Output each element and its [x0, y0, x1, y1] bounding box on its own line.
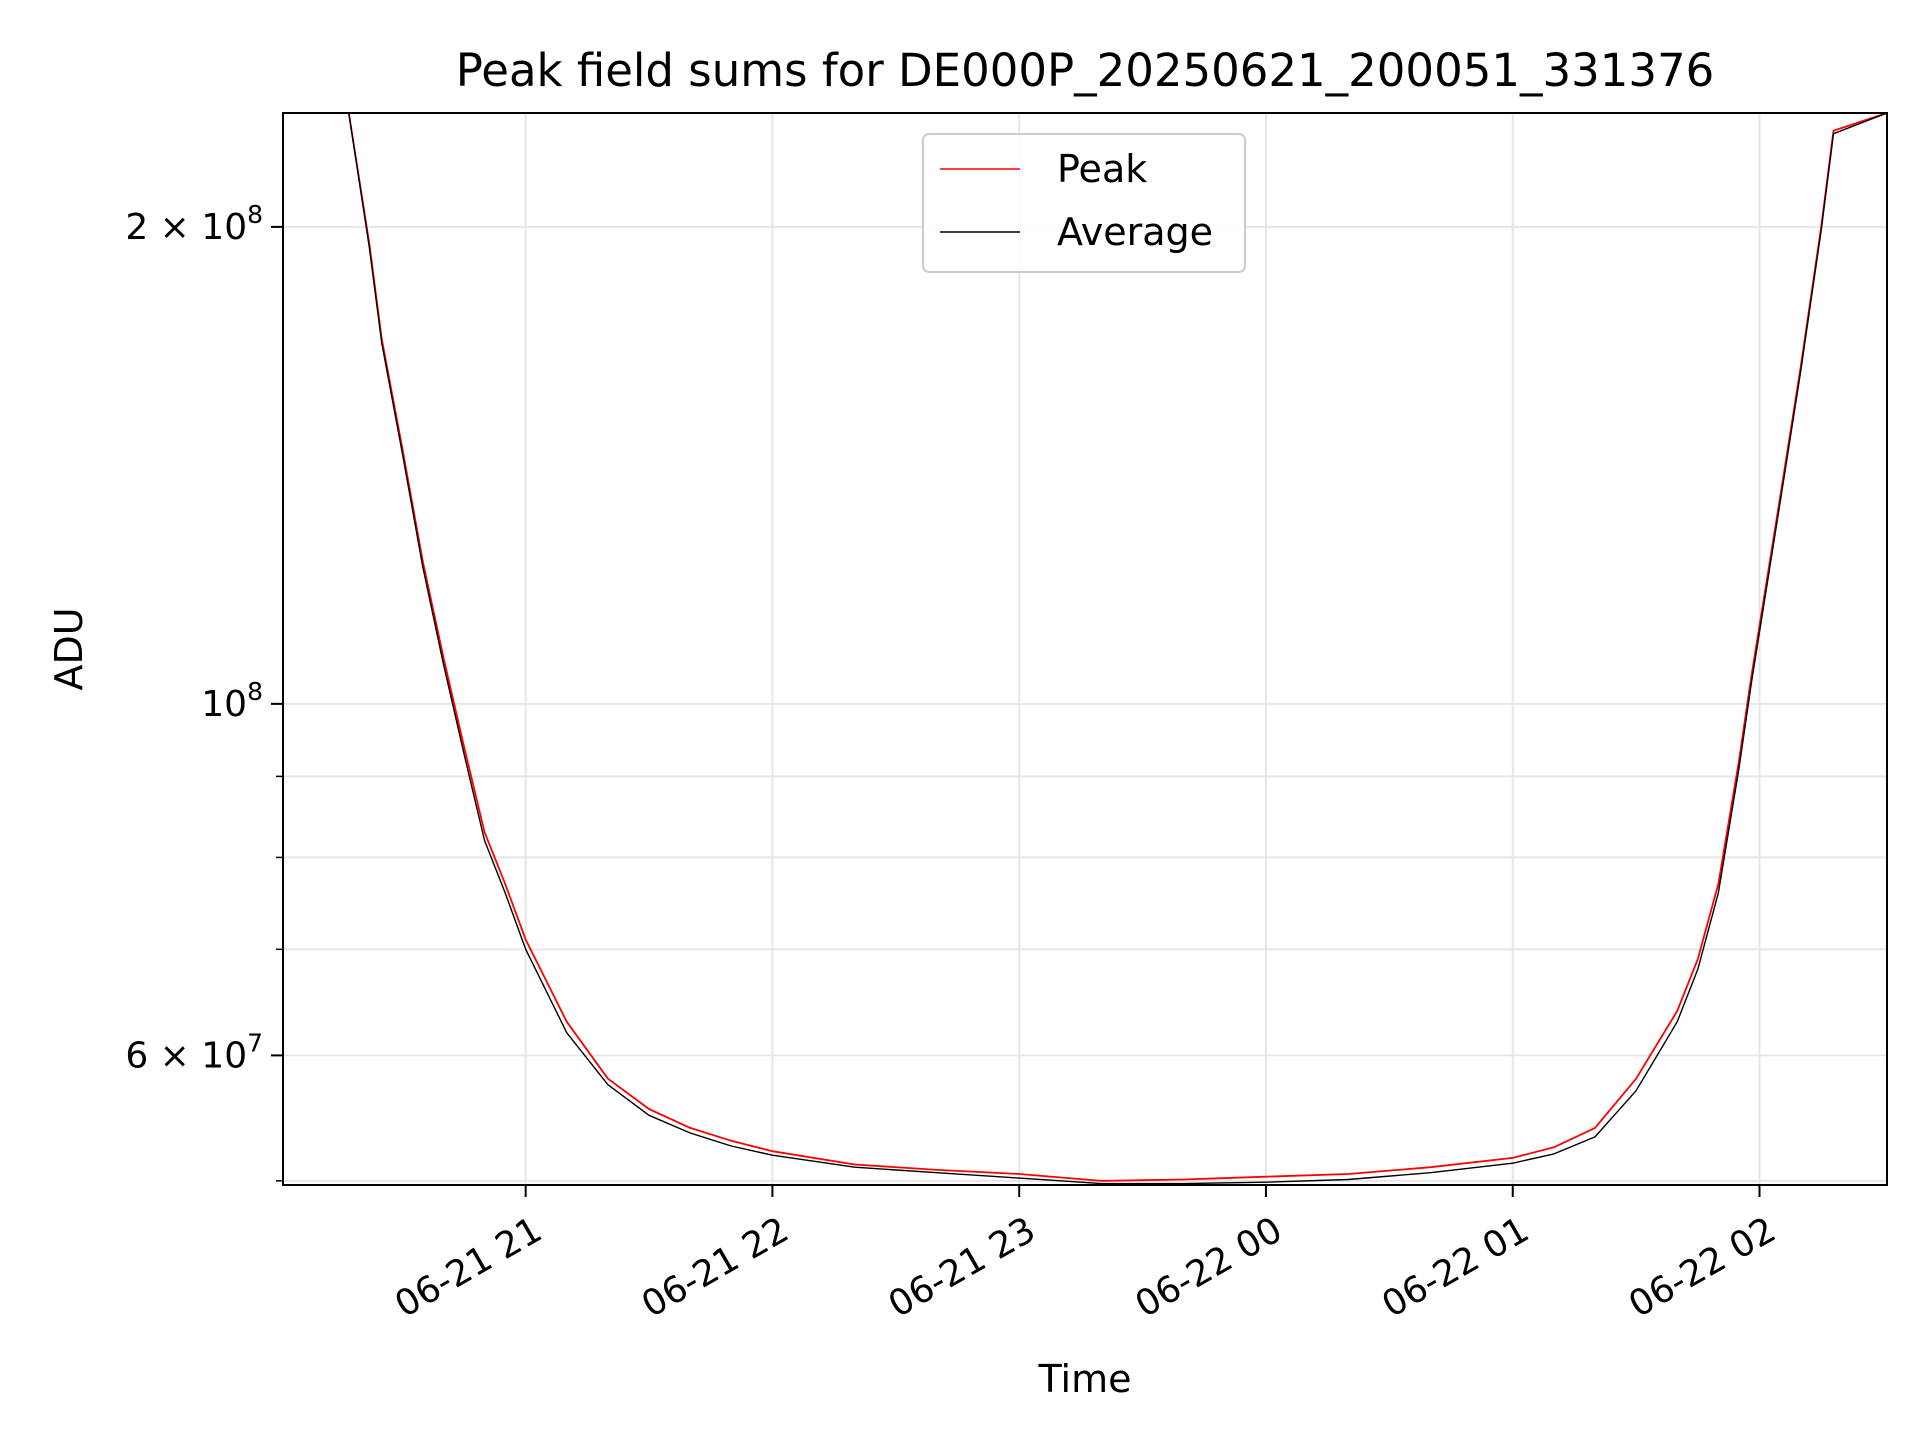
y-tick-label: 6 × 107 [125, 1028, 263, 1076]
series-layer [283, 113, 1887, 1185]
y-axis-title: ADU [47, 607, 91, 690]
series-line-peak [283, 113, 1887, 1182]
plot-frame [282, 112, 1888, 1186]
legend-label-peak: Peak [1057, 147, 1147, 191]
chart-title: Peak field sums for DE000P_20250621_2000… [456, 44, 1715, 97]
legend: Peak Average [922, 133, 1246, 273]
series-line-average [283, 113, 1887, 1185]
legend-label-average: Average [1057, 210, 1213, 254]
grid-layer [283, 113, 1887, 1185]
y-tick-label: 108 [201, 677, 263, 725]
x-axis-title: Time [1038, 1357, 1132, 1401]
y-tick-label: 2 × 108 [125, 200, 263, 248]
y-axis: 6 × 107 108 2 × 108 [125, 200, 283, 1182]
